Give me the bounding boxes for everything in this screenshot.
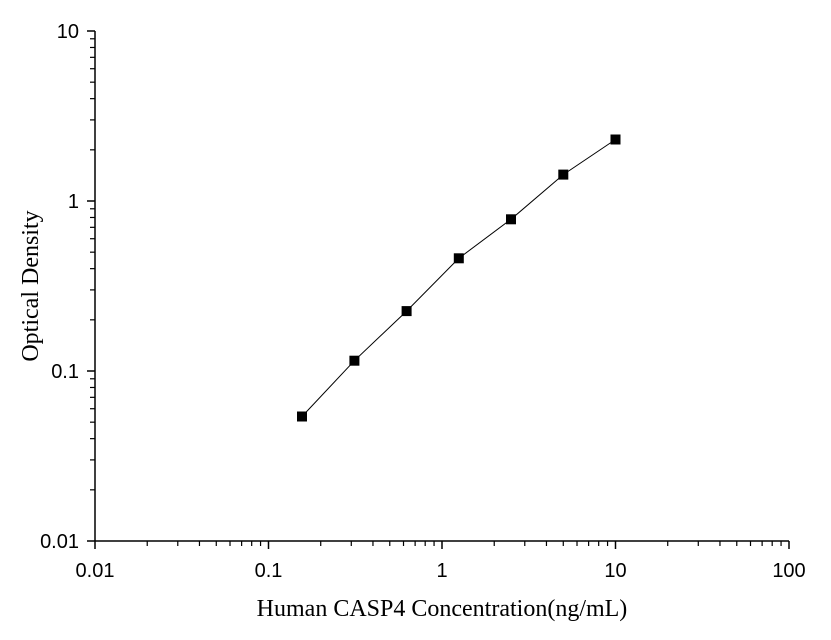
- x-axis-title: Human CASP4 Concentration(ng/mL): [257, 596, 628, 622]
- axes: [94, 31, 789, 542]
- y-tick-label: 0.1: [51, 361, 79, 383]
- y-tick-label: 1: [68, 191, 79, 213]
- ticks: 0.01 0.1 1 10 100 0.01 0.1 1 10: [40, 21, 806, 582]
- data-point: [349, 355, 360, 366]
- y-tick-label: 0.01: [40, 531, 79, 553]
- data-point: [453, 253, 464, 264]
- x-tick-label: 100: [772, 560, 805, 582]
- data-point: [401, 306, 412, 317]
- x-tick-label: 0.01: [76, 560, 115, 582]
- x-tick-label: 1: [436, 560, 447, 582]
- y-axis-title: Optical Density: [18, 210, 44, 361]
- data-point: [506, 214, 516, 225]
- data-point: [610, 134, 621, 145]
- x-tick-label: 0.1: [255, 560, 283, 582]
- y-tick-label: 10: [57, 21, 79, 43]
- series-layer: [297, 134, 621, 422]
- data-point: [558, 169, 569, 180]
- x-tick-label: 10: [604, 560, 626, 582]
- series-line: [301, 139, 616, 417]
- data-point: [297, 411, 307, 422]
